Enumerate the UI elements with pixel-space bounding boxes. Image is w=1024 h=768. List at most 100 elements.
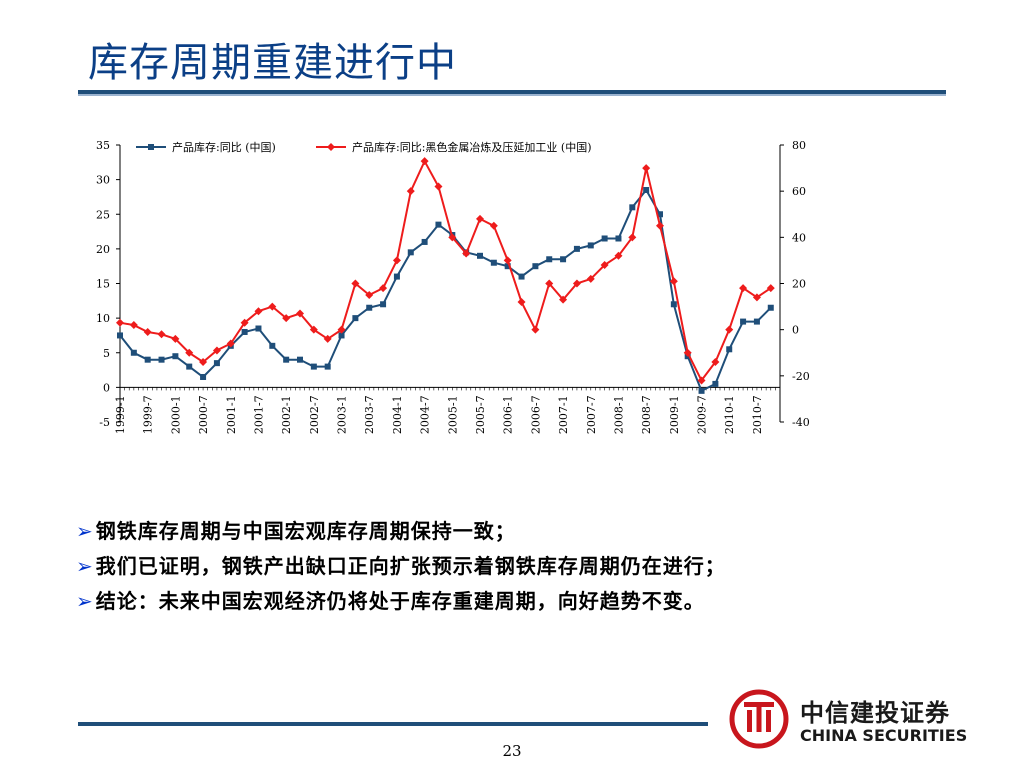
x-tick-label: 2008-1 xyxy=(612,395,625,434)
series-1-point xyxy=(393,273,400,280)
series-1-point xyxy=(504,263,511,270)
y-left-tick-label: 5 xyxy=(103,347,110,360)
x-tick-label: 2000-7 xyxy=(197,395,210,434)
page-number: 23 xyxy=(502,742,522,760)
series-2-point xyxy=(129,321,138,330)
footer-divider xyxy=(78,722,708,726)
series-2-point xyxy=(337,325,346,334)
series-1-point xyxy=(477,252,483,259)
series-2-point xyxy=(462,249,471,258)
x-tick-label: 2003-7 xyxy=(363,395,376,434)
series-1-point xyxy=(269,342,276,349)
series-1-point xyxy=(518,273,525,280)
series-2-point xyxy=(392,256,401,265)
series-1-point xyxy=(117,332,123,339)
x-tick-label: 2010-1 xyxy=(723,395,736,434)
x-tick-label: 2002-1 xyxy=(280,395,293,434)
series-1-point xyxy=(407,249,414,256)
inventory-yoy-line-chart: -5 0 5 10 15 20 25 30 35 -40 -20 0 20 40 60 80 1999-1 199… xyxy=(96,139,810,434)
series-2-point xyxy=(240,318,249,327)
series-2-point xyxy=(171,334,180,343)
series-1-point xyxy=(213,360,220,367)
x-tick-label: 2004-7 xyxy=(419,395,432,434)
x-tick-label: 2004-1 xyxy=(391,395,404,434)
series-2-point xyxy=(559,295,568,304)
series-1-point xyxy=(573,245,580,252)
series-2-point xyxy=(309,325,318,334)
series-2-point xyxy=(185,348,194,357)
series-1-point xyxy=(435,221,442,228)
series-1-point xyxy=(158,356,165,363)
series-1-point xyxy=(366,304,373,311)
series-1-point xyxy=(324,363,331,370)
y-right-tick-label: 60 xyxy=(792,185,806,198)
series-2-point xyxy=(434,182,443,191)
series-2-point xyxy=(517,297,526,306)
y-left-tick-label: 35 xyxy=(96,139,110,152)
series-2-point xyxy=(656,221,664,230)
series-1-point xyxy=(712,380,719,387)
series-1-point xyxy=(670,301,677,308)
bullet-arrow-icon: ➢ xyxy=(76,519,94,543)
bullet-item-1: ➢ 钢铁库存周期与中国宏观库存周期保持一致； xyxy=(76,514,726,549)
series-1-point xyxy=(490,259,497,266)
series-2-point xyxy=(572,279,581,288)
logo-name-en: CHINA SECURITIES xyxy=(800,726,968,745)
series-1-point xyxy=(629,204,636,211)
series-2-point xyxy=(752,293,761,302)
x-tick-label: 2010-7 xyxy=(751,395,764,434)
series-2-point xyxy=(351,279,360,288)
series-2-point xyxy=(503,256,512,265)
series-1-point xyxy=(200,373,207,380)
series-2-point xyxy=(628,233,637,242)
x-tick-label: 2009-1 xyxy=(668,395,681,434)
series-2-point xyxy=(586,274,595,283)
series-1-point xyxy=(767,304,774,311)
series-1-point xyxy=(587,242,594,249)
x-tick-label: 2007-7 xyxy=(585,395,598,434)
series-2-point xyxy=(282,314,291,323)
x-tick-label: 2007-1 xyxy=(557,395,570,434)
logo-name-cn: 中信建投证券 xyxy=(800,699,950,727)
series-2-point xyxy=(379,284,388,293)
series-1-point xyxy=(255,325,262,332)
series-1-point xyxy=(560,256,567,263)
series-2-point xyxy=(531,325,540,334)
series-1-point xyxy=(130,349,137,356)
series-1-point xyxy=(601,235,608,242)
series-2-point xyxy=(545,279,554,288)
series-2-point xyxy=(420,157,429,166)
series-1-point xyxy=(144,356,151,363)
x-tick-label: 2001-7 xyxy=(252,395,265,434)
y-right-tick-label: -40 xyxy=(792,416,810,429)
series-2-point xyxy=(683,348,692,357)
series-2-point xyxy=(766,284,775,293)
series-2-point xyxy=(739,284,748,293)
y-left-tick-label: 15 xyxy=(96,278,110,291)
series-2-point xyxy=(614,251,623,260)
series-1-point xyxy=(241,328,248,335)
series-2-point xyxy=(669,277,678,286)
series-1-point xyxy=(310,363,317,370)
series-1-point xyxy=(186,363,193,370)
legend-marker-2 xyxy=(327,143,335,151)
x-tick-label: 2008-7 xyxy=(640,395,653,434)
x-tick-label: 2006-1 xyxy=(502,395,515,434)
series-2-point xyxy=(489,221,498,230)
y-left-tick-label: 25 xyxy=(96,208,110,221)
company-logo: 中信建投证券 CHINA SECURITIES xyxy=(728,689,978,750)
series-1-point xyxy=(380,301,387,308)
x-tick-label: 2005-1 xyxy=(446,395,459,434)
legend-label-1: 产品库存:同比 (中国) xyxy=(172,140,276,154)
y-left-tick-label: -5 xyxy=(99,416,110,429)
series-2-point xyxy=(642,164,651,173)
series-2-point xyxy=(725,325,734,334)
series-2-point xyxy=(254,307,263,316)
x-tick-label: 1999-7 xyxy=(142,395,155,434)
series-2-point xyxy=(448,233,457,242)
series-2-point xyxy=(268,302,277,311)
x-tick-label: 2000-1 xyxy=(169,395,182,434)
x-tick-label: 1999-1 xyxy=(114,395,127,434)
bullet-list: ➢ 钢铁库存周期与中国宏观库存周期保持一致； ➢ 我们已证明，钢铁产出缺口正向扩张预… xyxy=(76,514,726,619)
series-2-point xyxy=(711,357,720,366)
